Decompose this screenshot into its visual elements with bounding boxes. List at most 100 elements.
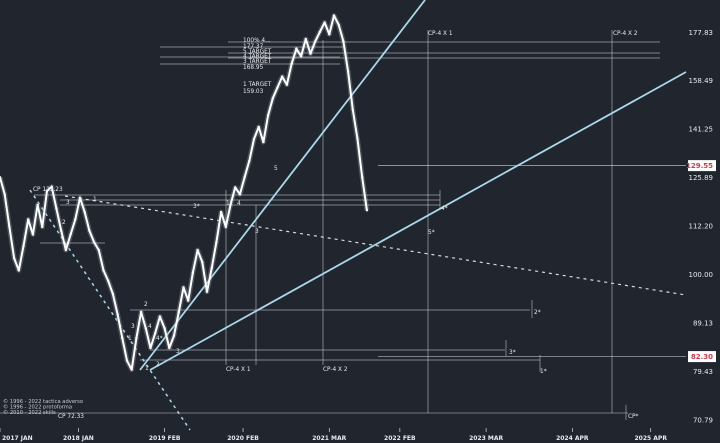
price-point (361, 176, 364, 179)
price-point (8, 225, 11, 229)
price-point (36, 203, 39, 207)
price-point (12, 256, 16, 260)
annotation-lab-2star: 2* (534, 310, 541, 316)
annotation-lab-4star-a: 4* (156, 336, 163, 342)
guide-lines (0, 30, 686, 420)
price-point (41, 225, 44, 229)
price-point (186, 299, 190, 302)
annotation-lab-4: 4 (237, 201, 241, 207)
annotation-lab-3b: 3 (255, 229, 259, 235)
price-point (337, 23, 340, 27)
price-point (158, 315, 162, 318)
price-point (201, 260, 204, 264)
price-point (262, 140, 265, 144)
price-point (252, 137, 256, 141)
price-point (111, 292, 115, 296)
price-point (215, 240, 218, 244)
annotation-lab-3star-b: 3* (509, 350, 516, 356)
price-point (365, 209, 369, 212)
price-point (116, 313, 119, 316)
copyright-line: © 1996 - 2022 tactica adverso (3, 398, 83, 405)
price-point (238, 193, 242, 196)
price-point (125, 359, 129, 362)
price-point (323, 21, 326, 24)
y-tick-label: 70.79 (693, 416, 713, 424)
price-point (144, 327, 148, 330)
annotation-cp-left: CP 123.23 (33, 187, 63, 193)
price-point (83, 210, 86, 214)
price-point (172, 334, 176, 337)
x-tick-label: 2019 FEB (149, 435, 181, 442)
price-point (299, 55, 303, 58)
annotation-t-100: 100% 4... (243, 38, 271, 44)
copyright-block: © 1996 - 2022 tactica adverso© 1996 - 20… (3, 398, 83, 416)
price-point (271, 97, 275, 100)
price-point (234, 186, 237, 189)
annotation-t-1tgt: 1 TARGET (243, 82, 272, 88)
annotation-t-177: 177.37 (243, 44, 264, 50)
y-axis: 177.83 158.49 141.25 125.89 112.20 100.00 89.1… (686, 29, 716, 424)
price-point (163, 327, 166, 330)
price-point (342, 40, 345, 43)
annotation-lab-2c: 2 (156, 362, 160, 368)
annotation-lab-4star-b: 4* (441, 206, 448, 212)
x-tick-label: 2018 JAN (63, 435, 94, 442)
annotation-t-16895: 168.95 (243, 65, 264, 71)
price-point (139, 310, 143, 314)
y-tick-label: 177.83 (689, 29, 714, 37)
annotation-lab-2a: 2 (62, 220, 66, 226)
price-point (191, 271, 195, 274)
price-point (102, 269, 105, 272)
price-point (177, 310, 180, 314)
price-point (346, 70, 350, 73)
annotation-cp4x2-bot: CP-4 X 2 (323, 367, 348, 373)
x-axis: 2017 JAN 2018 JAN 2019 FEB 2020 FEB 2021 MAR… (0, 428, 667, 442)
price-point (97, 248, 100, 252)
price-point (78, 196, 82, 200)
price-point (318, 30, 322, 34)
y-tick-label: 158.49 (689, 77, 714, 85)
y-tick-label: 125.89 (689, 174, 714, 182)
price-point (266, 114, 270, 117)
x-tick-label: 2017 JAN (2, 435, 33, 442)
price-point (50, 185, 53, 188)
price-point (309, 52, 312, 55)
annotation-lab-5star: 5* (428, 230, 435, 236)
copyright-line: © 2010 - 2022 skills (3, 409, 56, 416)
y-tick-label: 100.00 (689, 271, 714, 279)
price-point (332, 14, 336, 17)
annotation-lab-5: 5 (274, 166, 278, 172)
price-series (0, 13, 370, 373)
annotation-cp4x2-top: CP-4 X 2 (613, 31, 638, 37)
price-point (27, 218, 30, 221)
price-point (281, 75, 284, 78)
price-point (149, 346, 152, 350)
y-tick-label: 112.20 (689, 223, 714, 231)
price-point (88, 229, 91, 232)
price-point (59, 229, 63, 232)
y-marker-label: 129.55 (686, 162, 713, 170)
trend-line-main (149, 71, 687, 371)
x-tick-label: 2020 FEB (227, 435, 259, 442)
annotation-cp4x1-bot: CP-4 X 1 (226, 367, 251, 373)
price-point (64, 248, 68, 252)
x-tick-label: 2023 MAR (469, 435, 503, 442)
price-point (328, 33, 331, 36)
price-point (243, 176, 246, 179)
price-point (304, 37, 307, 41)
x-tick-label: 2021 MAR (312, 435, 346, 442)
annotation-lab-4b: 4 (148, 324, 152, 330)
price-point (205, 290, 209, 293)
annotation-lab-3star: 3* (193, 204, 200, 210)
annotation-t-3tgt: 3 TARGET (243, 59, 272, 65)
price-point (182, 286, 185, 289)
y-tick-label: 141.25 (689, 126, 714, 134)
annotation-lab-3c: 3 (131, 324, 135, 330)
annotation-lab-1b: 1 (145, 366, 149, 372)
annotation-cp-7233: CP 72.33 (58, 414, 84, 420)
x-tick-label: 2024 APR (556, 435, 589, 442)
price-point (55, 207, 58, 210)
annotation-t-15903: 159.03 (243, 89, 264, 95)
chart-annotations: CP 123.23 1 2 3 3* 1* 4 3 2 3 4* 4 3 2 1 1 5 4* 5* 2* 3* 1* CP… (33, 31, 639, 420)
price-point (121, 336, 124, 340)
